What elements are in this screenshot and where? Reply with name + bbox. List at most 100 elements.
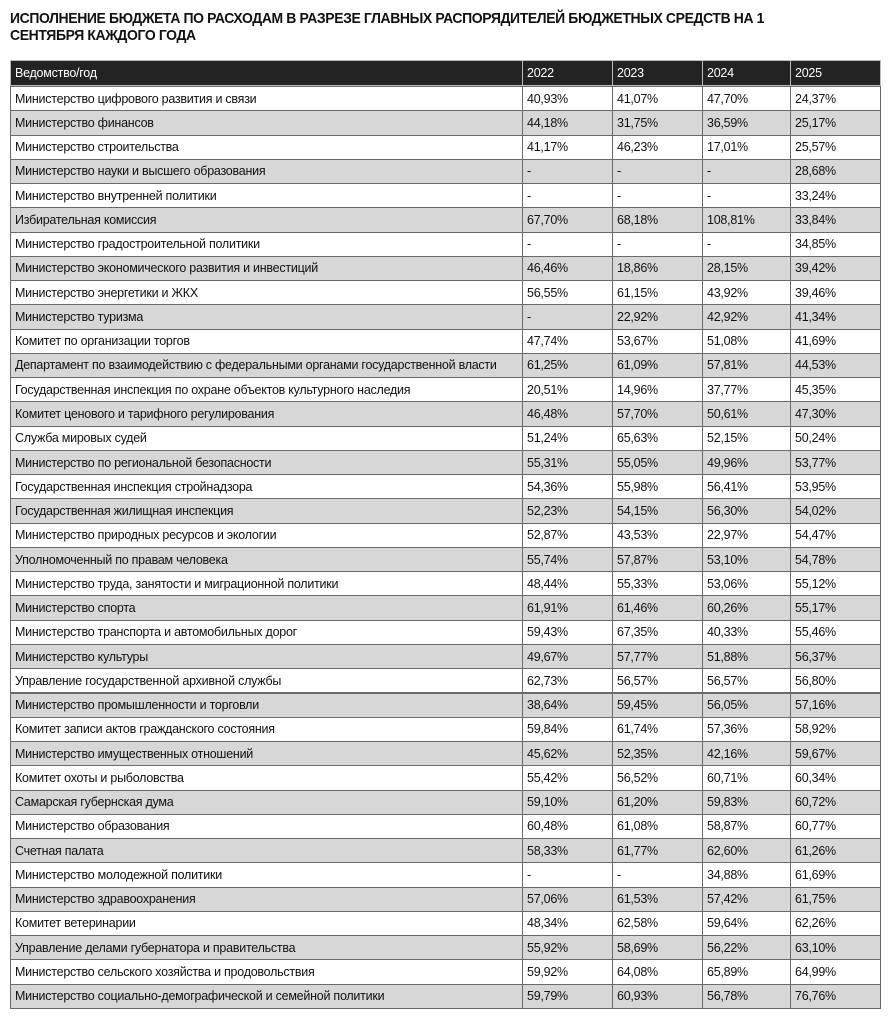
table-cell: 55,98% <box>612 474 703 500</box>
table-cell: 52,35% <box>612 741 703 767</box>
table-cell: 56,80% <box>790 668 881 694</box>
table-cell: 59,84% <box>522 716 613 742</box>
table-cell: 42,92% <box>702 304 791 330</box>
table-cell: 62,26% <box>790 910 881 937</box>
table-cell: 49,96% <box>702 449 791 476</box>
table-cell: 55,92% <box>522 935 613 961</box>
table-cell: 34,85% <box>790 231 881 257</box>
title: ИСПОЛНЕНИЕ БЮДЖЕТА ПО РАСХОДАМ В РАЗРЕЗЕ… <box>10 10 765 44</box>
table-cell: 57,16% <box>790 692 881 718</box>
table-cell: 54,78% <box>790 546 881 573</box>
table-cell: 55,42% <box>522 765 613 791</box>
table-cell: 46,48% <box>522 401 613 427</box>
table-cell: 61,75% <box>790 886 881 912</box>
table-cell: 24,37% <box>790 86 881 112</box>
table-cell: 43,92% <box>702 280 791 306</box>
table-cell: 61,46% <box>612 595 703 621</box>
table-cell: 60,93% <box>612 983 703 1009</box>
table-cell: 67,35% <box>612 619 703 645</box>
table-cell: 40,93% <box>522 86 613 112</box>
table-cell: 47,74% <box>522 328 613 354</box>
table-cell: 22,92% <box>612 304 703 330</box>
table-cell: 53,06% <box>702 571 791 597</box>
column-header: 2022 <box>522 60 613 86</box>
table-cell: 59,43% <box>522 619 613 645</box>
table-cell: 58,33% <box>522 838 613 864</box>
table-cell: 56,30% <box>702 498 791 524</box>
table-cell: 33,24% <box>790 183 881 209</box>
table-cell: 57,87% <box>612 546 703 573</box>
row-label: Самарская губернская дума <box>10 789 523 815</box>
table-cell: 38,64% <box>522 692 613 718</box>
table-cell: 22,97% <box>702 522 791 548</box>
table-cell: 28,68% <box>790 158 881 185</box>
row-label: Министерство цифрового развития и связи <box>10 86 523 112</box>
table-cell: - <box>702 158 791 185</box>
table-cell: 39,42% <box>790 255 881 282</box>
row-label: Управление государственной архивной служ… <box>10 668 523 694</box>
table-cell: 55,33% <box>612 571 703 597</box>
table-cell: 45,35% <box>790 377 881 403</box>
table-cell: 61,26% <box>790 838 881 864</box>
row-label: Комитет записи актов гражданского состоя… <box>10 716 523 742</box>
table-cell: 55,74% <box>522 546 613 573</box>
table-cell: 51,08% <box>702 328 791 354</box>
table-cell: 61,08% <box>612 813 703 840</box>
table-cell: 59,79% <box>522 983 613 1009</box>
table-cell: 54,02% <box>790 498 881 524</box>
table-cell: 25,57% <box>790 134 881 160</box>
table-cell: 65,63% <box>612 425 703 451</box>
table-cell: 58,87% <box>702 813 791 840</box>
table-cell: - <box>612 183 703 209</box>
table-cell: 56,41% <box>702 474 791 500</box>
table-cell: 61,91% <box>522 595 613 621</box>
table-cell: - <box>702 183 791 209</box>
table-cell: - <box>522 158 613 185</box>
table-cell: 56,57% <box>702 668 791 694</box>
table-cell: 61,25% <box>522 352 613 379</box>
row-label: Комитет по организации торгов <box>10 328 523 354</box>
table-cell: 55,12% <box>790 571 881 597</box>
table-cell: 59,92% <box>522 959 613 985</box>
table-cell: 46,46% <box>522 255 613 282</box>
table-cell: 20,51% <box>522 377 613 403</box>
table-cell: 61,77% <box>612 838 703 864</box>
table-cell: 56,52% <box>612 765 703 791</box>
row-label: Государственная жилищная инспекция <box>10 498 523 524</box>
table-cell: 53,10% <box>702 546 791 573</box>
table-cell: 63,10% <box>790 935 881 961</box>
table-cell: 56,78% <box>702 983 791 1009</box>
table-cell: 34,88% <box>702 862 791 888</box>
row-label: Министерство науки и высшего образования <box>10 158 523 185</box>
table-cell: 57,77% <box>612 643 703 670</box>
table-cell: 61,20% <box>612 789 703 815</box>
table-cell: 25,17% <box>790 110 881 136</box>
table-cell: 14,96% <box>612 377 703 403</box>
column-header: Ведомство/год <box>10 60 523 86</box>
table-cell: 61,09% <box>612 352 703 379</box>
table-cell: 45,62% <box>522 741 613 767</box>
table-cell: - <box>522 231 613 257</box>
row-label: Избирательная комиссия <box>10 207 523 233</box>
table-cell: 59,64% <box>702 910 791 937</box>
table-cell: 48,44% <box>522 571 613 597</box>
table-cell: 61,74% <box>612 716 703 742</box>
table-cell: 42,16% <box>702 741 791 767</box>
row-label: Уполномоченный по правам человека <box>10 546 523 573</box>
table-cell: 57,36% <box>702 716 791 742</box>
table-cell: 43,53% <box>612 522 703 548</box>
table-cell: 52,23% <box>522 498 613 524</box>
table-cell: 53,67% <box>612 328 703 354</box>
table-cell: 41,69% <box>790 328 881 354</box>
table-cell: 61,69% <box>790 862 881 888</box>
table-cell: 60,71% <box>702 765 791 791</box>
row-label: Министерство молодежной политики <box>10 862 523 888</box>
table-cell: 17,01% <box>702 134 791 160</box>
table-cell: 47,70% <box>702 86 791 112</box>
table-cell: 39,46% <box>790 280 881 306</box>
table-cell: 55,05% <box>612 449 703 476</box>
row-label: Министерство внутренней политики <box>10 183 523 209</box>
row-label: Министерство имущественных отношений <box>10 741 523 767</box>
table-cell: 62,73% <box>522 668 613 694</box>
table-cell: 18,86% <box>612 255 703 282</box>
